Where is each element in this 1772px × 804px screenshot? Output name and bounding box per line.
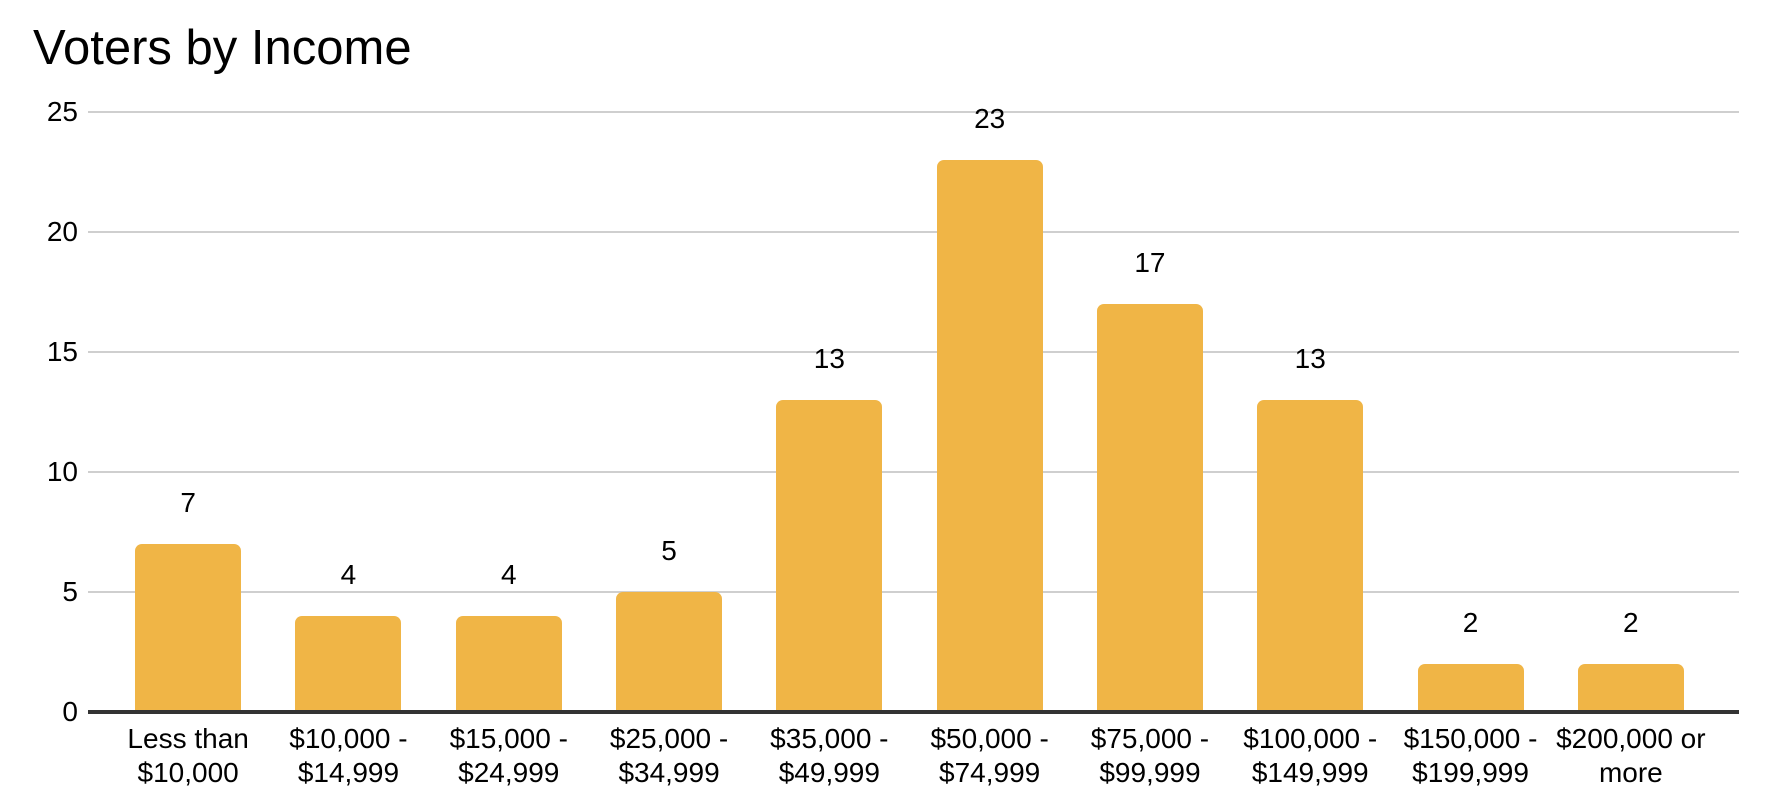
x-axis-category-label: $10,000 - $14,999 (289, 723, 408, 788)
y-axis-tick-label: 0 (62, 696, 78, 727)
x-axis-category-label: $200,000 or more (1556, 723, 1706, 788)
y-axis-tick-label: 20 (46, 216, 78, 247)
bar-value-label: 13 (1294, 343, 1326, 374)
y-axis-tick-label: 25 (46, 96, 78, 127)
x-axis-category-label: $50,000 - $74,999 (930, 723, 1049, 788)
bar-value-label: 2 (1462, 607, 1479, 638)
x-axis-category-label: Less than $10,000 (127, 723, 249, 788)
x-axis-line (88, 710, 1739, 714)
bar[interactable] (1417, 664, 1524, 712)
bar-value-label: 23 (974, 103, 1006, 134)
gridline (88, 591, 1739, 593)
bar[interactable] (295, 616, 402, 712)
y-axis-tick-label: 10 (46, 456, 78, 487)
bar-value-label: 2 (1623, 607, 1639, 638)
bar-value-label: 4 (340, 559, 357, 590)
x-axis-category-label: $150,000 - $199,999 (1403, 723, 1538, 788)
bar-value-label: 7 (180, 487, 196, 518)
gridline (88, 351, 1739, 353)
gridline (88, 111, 1739, 113)
bar[interactable] (455, 616, 562, 712)
bar-value-label: 13 (813, 343, 845, 374)
bar[interactable] (1577, 664, 1684, 712)
bar[interactable] (1257, 400, 1364, 712)
y-axis-tick-label: 15 (46, 336, 78, 367)
bar-value-label: 5 (661, 535, 677, 566)
x-axis-category-label: $35,000 - $49,999 (770, 723, 889, 788)
bar[interactable] (936, 160, 1043, 712)
bar-value-label: 4 (500, 559, 517, 590)
chart-title: Voters by Income (33, 21, 412, 75)
bar[interactable] (616, 592, 723, 712)
x-axis-category-label: $25,000 - $34,999 (609, 723, 729, 788)
bar[interactable] (1096, 304, 1203, 712)
gridline (88, 231, 1739, 233)
x-axis-category-label: $100,000 - $149,999 (1243, 723, 1378, 788)
y-axis-tick-label: 5 (62, 576, 78, 607)
bar-value-label: 17 (1134, 247, 1166, 278)
x-axis-category-label: $75,000 - $99,999 (1090, 723, 1210, 788)
x-axis-category-label: $15,000 - $24,999 (449, 723, 568, 788)
bar[interactable] (135, 544, 242, 712)
gridline (88, 471, 1739, 473)
bar[interactable] (776, 400, 883, 712)
